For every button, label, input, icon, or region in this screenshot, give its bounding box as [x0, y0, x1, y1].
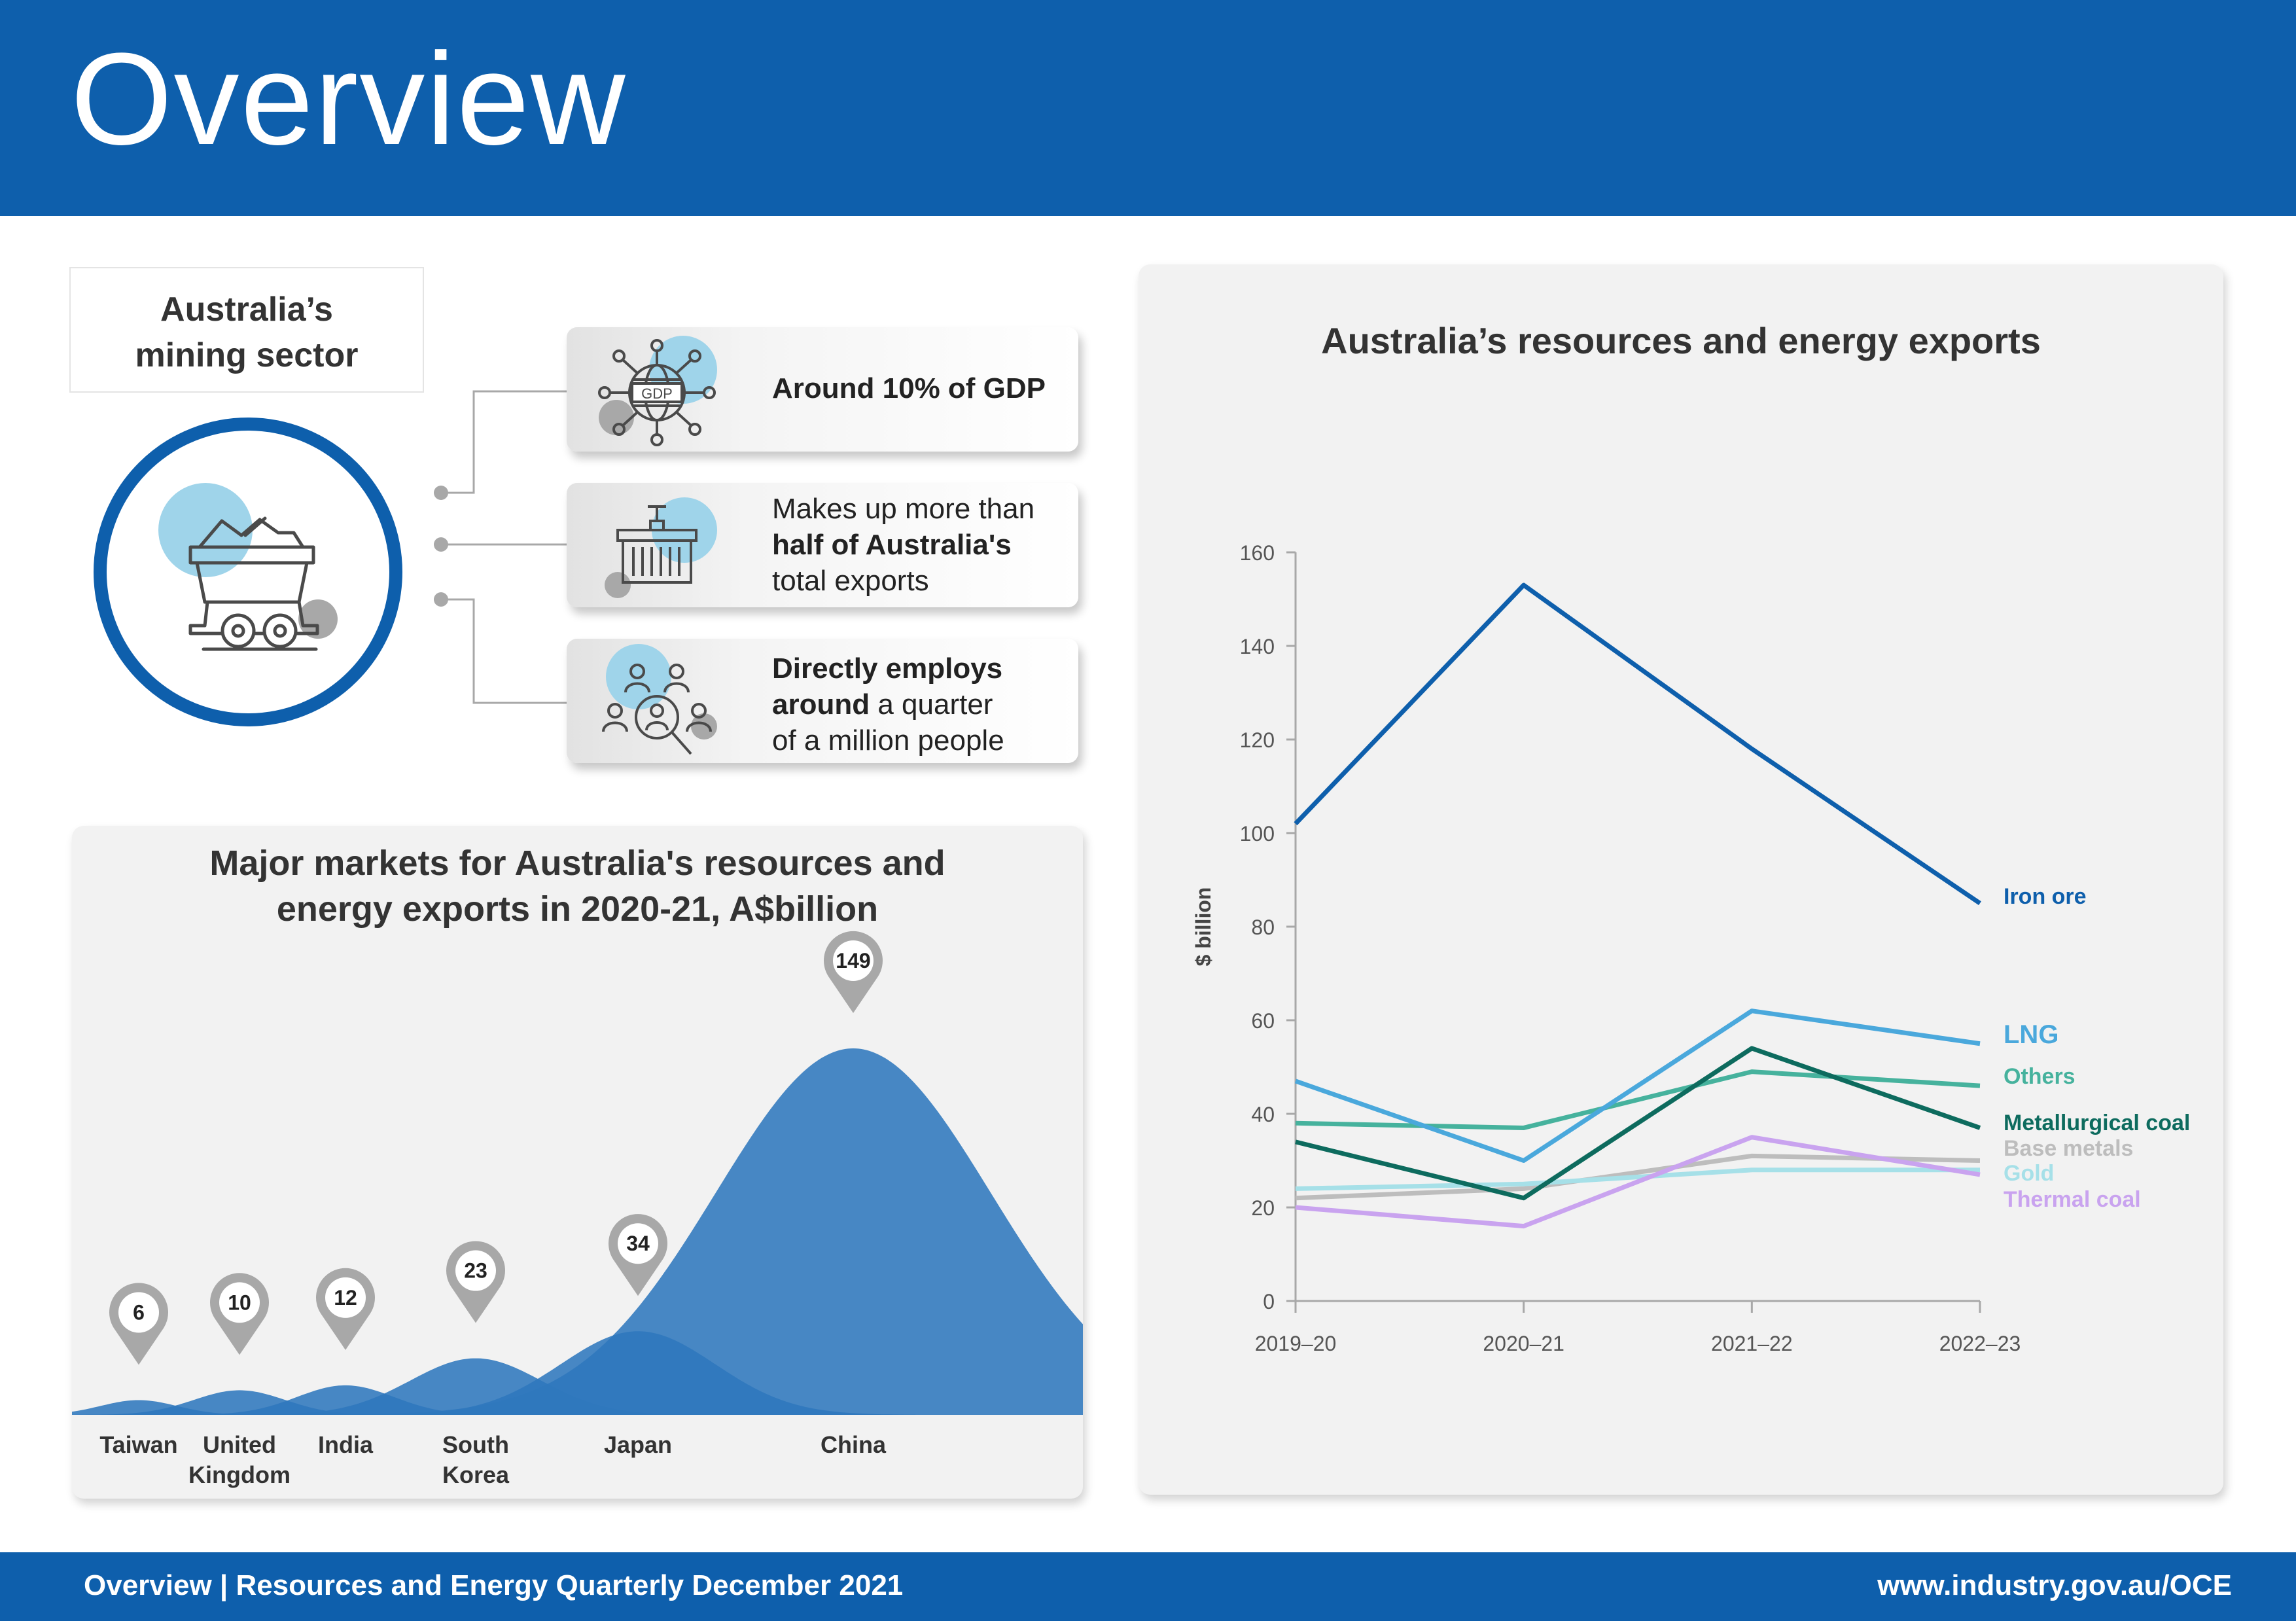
market-value-label: 23 [464, 1259, 487, 1283]
fact-exports-text: Makes up more than half of Australia's t… [772, 491, 1034, 599]
map-pin-center [618, 1223, 658, 1264]
series-label: Others [2004, 1064, 2075, 1089]
svg-text:GDP: GDP [641, 385, 673, 402]
exports-panel: Australia’s resources and energy exports… [1139, 264, 2223, 1495]
map-pin-center [455, 1250, 496, 1291]
market-category-label: Taiwan [99, 1431, 177, 1458]
map-pin-center [118, 1292, 159, 1333]
footer-website-link[interactable]: www.industry.gov.au/OCE [1877, 1569, 2232, 1601]
fact-exports-line2: half of Australia's [772, 529, 1012, 561]
series-line-lng [1294, 1008, 1981, 1163]
market-category-label: South Korea [442, 1431, 510, 1488]
series-label: Thermal coal [2004, 1187, 2141, 1212]
market-category-label: United Kingdom [188, 1431, 291, 1488]
market-value-label: 149 [836, 949, 870, 972]
y-tick-label: 160 [1240, 541, 1275, 565]
fact-card-employment: Directly employs around a quarter of a m… [567, 639, 1078, 763]
y-tick-label: 60 [1251, 1009, 1275, 1033]
mining-sector-ring [94, 418, 402, 726]
fact-employment-line2-bold: around [772, 688, 870, 721]
market-category-label: Japan [604, 1431, 672, 1458]
market-value-label: 10 [228, 1291, 251, 1314]
x-tick-label: 2022–23 [1939, 1332, 2021, 1355]
series-line-metallurgical-coal [1295, 1046, 1981, 1201]
y-tick-label: 100 [1240, 822, 1275, 846]
map-pin-center [833, 940, 874, 981]
y-tick-label: 80 [1251, 916, 1275, 939]
series-label: Base metals [2004, 1136, 2133, 1161]
fact-card-exports: Makes up more than half of Australia's t… [567, 483, 1078, 607]
footer-publication-title: Overview | Resources and Energy Quarterl… [84, 1569, 904, 1601]
market-value-label: 12 [334, 1286, 357, 1309]
series-label: Iron ore [2004, 884, 2087, 909]
mining-sector-title-line2: mining sector [135, 336, 359, 374]
exports-chart-title: Australia’s resources and energy exports [1321, 320, 2041, 361]
footer-bar: Overview | Resources and Energy Quarterl… [0, 1552, 2296, 1621]
x-tick-label: 2019–20 [1255, 1332, 1337, 1355]
market-bump-united-kingdom [75, 1390, 404, 1415]
series-label: Metallurgical coal [2004, 1111, 2190, 1135]
market-bump-south-korea [240, 1358, 711, 1415]
fact-employment-line3: of a million people [772, 724, 1004, 757]
series-line-iron-ore [1294, 582, 1981, 906]
markets-title-line2: energy exports in 2020-21, A$billion [276, 889, 879, 929]
y-tick-label: 120 [1240, 728, 1275, 752]
series-label: LNG [2004, 1020, 2058, 1049]
map-pin-center [325, 1277, 366, 1318]
fact-gdp-line1: Around 10% of GDP [772, 372, 1046, 404]
market-bump-india [171, 1385, 520, 1415]
x-tick-label: 2021–22 [1711, 1332, 1793, 1355]
people-search-icon [602, 644, 717, 755]
market-value-label: 34 [626, 1232, 650, 1255]
x-tick-label: 2020–21 [1483, 1332, 1564, 1355]
fact-exports-line3: total exports [772, 565, 929, 597]
mining-sector-title: Australia’s mining sector [69, 267, 424, 393]
market-value-label: 6 [133, 1300, 145, 1324]
page-title: Overview [71, 26, 627, 172]
markets-title-line1: Major markets for Australia's resources … [209, 844, 945, 883]
fact-gdp-text: Around 10% of GDP [772, 370, 1046, 406]
series-line-thermal-coal [1295, 1135, 1981, 1229]
series-line-gold [1295, 1167, 1980, 1191]
fact-employment-line2: a quarter [870, 688, 993, 721]
markets-panel: Major markets for Australia's resources … [72, 826, 1083, 1499]
y-tick-label: 140 [1240, 635, 1275, 658]
y-tick-label: 0 [1263, 1290, 1275, 1313]
series-line-others [1295, 1069, 1981, 1130]
mining-sector-title-line1: Australia’s [160, 291, 333, 329]
market-category-label: India [318, 1431, 374, 1458]
markets-chart: 6 Taiwan 10 United Kingdom 12 India 23 South Kore… [72, 931, 1083, 1488]
fact-employment-line1: Directly employs [772, 652, 1003, 685]
mining-cart-icon [158, 483, 338, 651]
y-tick-label: 20 [1251, 1196, 1275, 1220]
fact-exports-line1: Makes up more than [772, 493, 1035, 525]
y-axis-title: $ billion [1192, 887, 1215, 967]
series-line-base-metals [1295, 1153, 1981, 1201]
y-tick-label: 40 [1251, 1103, 1275, 1126]
markets-chart-title: Major markets for Australia's resources … [72, 840, 1083, 932]
market-bump-china [359, 1048, 1083, 1415]
gdp-network-icon: GDP [598, 336, 717, 446]
fact-employment-text: Directly employs around a quarter of a m… [772, 650, 1004, 758]
market-category-label: China [821, 1431, 887, 1458]
series-label: Gold [2004, 1161, 2054, 1186]
map-pin-center [219, 1282, 260, 1323]
shipping-container-icon [605, 497, 717, 598]
fact-card-gdp: GDP Around 10% of GDP [567, 327, 1078, 452]
header-banner: Overview [0, 0, 2296, 216]
exports-chart: 0 20 40 60 80 100 120 140 160 2019–20 2020–21 2021–… [1192, 541, 2190, 1355]
